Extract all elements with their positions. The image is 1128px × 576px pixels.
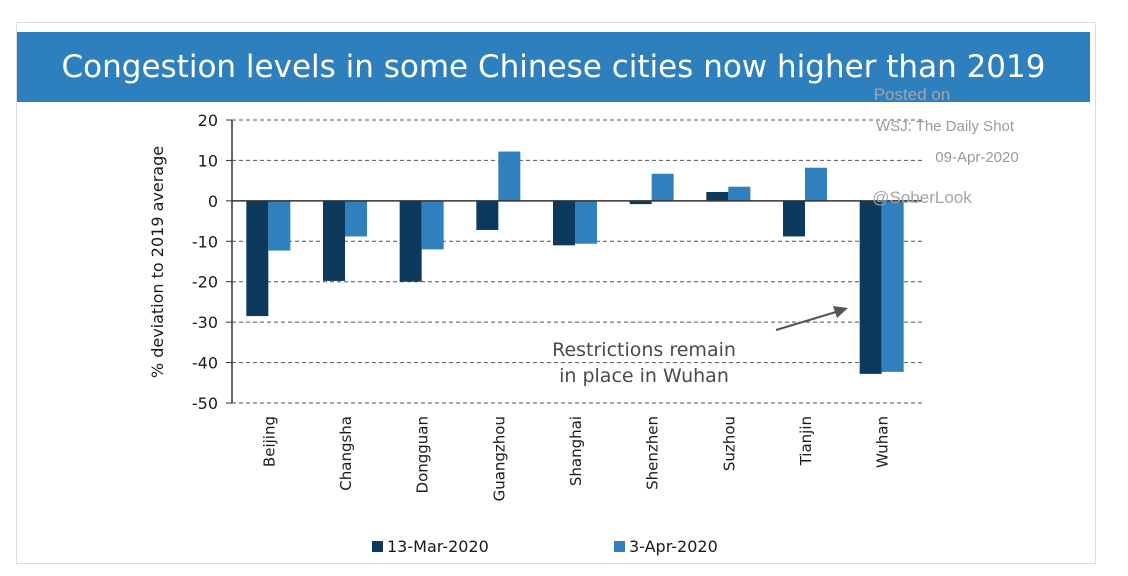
y-tick-label: -30 bbox=[192, 313, 218, 332]
bar-changsha-series-1 bbox=[323, 200, 345, 281]
watermark: Posted on WSJ: The Daily Shot 09-Apr-202… bbox=[872, 85, 1018, 207]
axes bbox=[231, 120, 922, 403]
bar-tianjin-series-1 bbox=[783, 200, 805, 237]
bar-dongguan-series-1 bbox=[399, 200, 422, 282]
category-label: Wuhan bbox=[874, 416, 892, 468]
bar-tianjin-series-2 bbox=[805, 167, 827, 201]
category-label: Guangzhou bbox=[490, 416, 508, 501]
category-label: Shanghai bbox=[567, 416, 585, 486]
y-tick-label: 10 bbox=[198, 151, 218, 170]
category-label: Dongguan bbox=[414, 416, 432, 493]
y-tick-label: 0 bbox=[208, 192, 218, 211]
bar-guangzhou-series-1 bbox=[476, 200, 499, 230]
bar-beijing-series-2 bbox=[268, 200, 291, 251]
bar-wuhan-series-1 bbox=[859, 200, 882, 374]
y-tick-label: -50 bbox=[192, 394, 218, 413]
category-label: Beijing bbox=[260, 416, 278, 467]
category-label: Changsha bbox=[337, 416, 355, 491]
bar-shenzhen-series-1 bbox=[629, 200, 652, 205]
watermark-line-4: @SoberLook bbox=[872, 188, 972, 207]
legend: 13-Mar-2020 3-Apr-2020 bbox=[372, 537, 718, 556]
bar-changsha-series-2 bbox=[345, 200, 367, 237]
y-tick-label: -10 bbox=[192, 232, 218, 251]
watermark-line-3: 09-Apr-2020 bbox=[935, 149, 1018, 166]
legend-label-series-2: 3-Apr-2020 bbox=[629, 537, 718, 556]
y-tick-label: -20 bbox=[192, 273, 218, 292]
bar-beijing-series-1 bbox=[246, 200, 269, 317]
annotation-arrowhead bbox=[833, 306, 848, 318]
bar-suzhou-series-2 bbox=[728, 186, 751, 201]
chart-frame bbox=[16, 22, 1096, 564]
bar-shenzhen-series-2 bbox=[651, 173, 674, 201]
annotation-arrow bbox=[775, 311, 837, 331]
category-label: Shenzhen bbox=[644, 416, 662, 490]
category-label: Suzhou bbox=[720, 416, 738, 471]
annotation-line-1: Restrictions remain bbox=[552, 339, 736, 361]
watermark-line-1: Posted on bbox=[874, 85, 951, 104]
legend-swatch-series-1 bbox=[372, 541, 383, 552]
chart-title: Congestion levels in some Chinese cities… bbox=[61, 49, 1046, 85]
y-tick-label: 20 bbox=[198, 111, 218, 130]
bars bbox=[246, 151, 904, 374]
bar-shanghai-series-2 bbox=[575, 200, 597, 244]
bar-wuhan-series-2 bbox=[881, 200, 904, 372]
bar-suzhou-series-1 bbox=[706, 191, 729, 201]
bar-dongguan-series-2 bbox=[421, 200, 444, 250]
legend-label-series-1: 13-Mar-2020 bbox=[387, 537, 489, 556]
title-banner bbox=[17, 32, 1090, 102]
y-axis-label: % deviation to 2019 average bbox=[148, 146, 167, 378]
bar-shanghai-series-1 bbox=[553, 200, 575, 246]
annotation: Restrictions remain in place in Wuhan bbox=[552, 306, 848, 387]
y-tick-labels: 20 10 0 -10 -20 -30 -40 -50 bbox=[192, 111, 232, 413]
legend-swatch-series-2 bbox=[614, 541, 625, 552]
bar-guangzhou-series-2 bbox=[498, 151, 521, 201]
watermark-line-2: WSJ: The Daily Shot bbox=[876, 118, 1015, 135]
annotation-line-2: in place in Wuhan bbox=[559, 365, 729, 387]
category-labels: Beijing Changsha Dongguan Guangzhou Shanghai… bbox=[260, 416, 891, 501]
category-label: Tianjin bbox=[797, 416, 815, 466]
y-tick-label: -40 bbox=[192, 354, 218, 373]
